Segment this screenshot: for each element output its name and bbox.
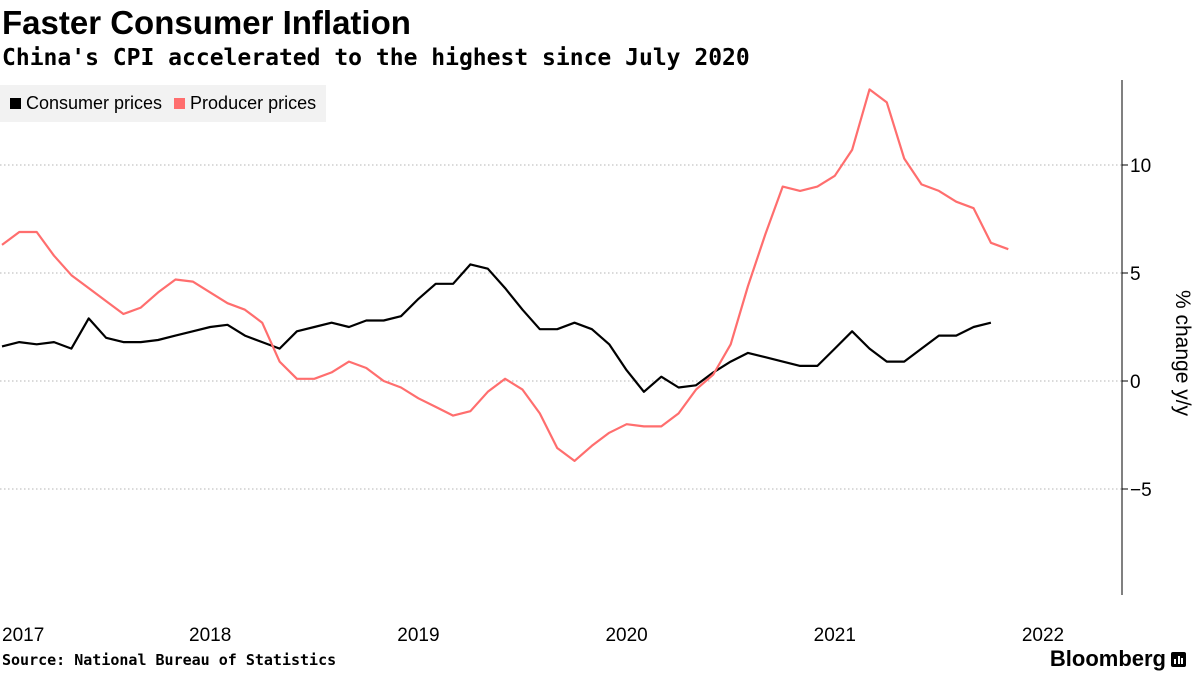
x-tick-label-5: 2022 xyxy=(1022,625,1064,646)
legend-item-consumer: Consumer prices xyxy=(10,93,162,114)
y-tick-label-1: 0 xyxy=(1130,372,1141,393)
brand-name: Bloomberg xyxy=(1049,646,1166,671)
x-tick-label-4: 2021 xyxy=(814,625,856,646)
chart-subtitle: China's CPI accelerated to the highest s… xyxy=(2,45,750,71)
x-tick-label-3: 2020 xyxy=(605,625,647,646)
legend-swatch-consumer xyxy=(10,98,21,109)
series-line-consumer-prices xyxy=(1,263,992,393)
legend-swatch-producer xyxy=(174,98,186,109)
chart-legend: Consumer prices Producer prices xyxy=(0,85,327,122)
chart-title: Faster Consumer Inflation xyxy=(2,4,411,41)
x-tick-label-0: 2017 xyxy=(2,625,44,646)
axes: −5 0 5 10 2017 2018 2019 2020 2021 2022 xyxy=(2,80,1152,646)
y-tick-label-0: −5 xyxy=(1130,480,1152,501)
x-tick-label-2: 2019 xyxy=(397,625,439,646)
bloomberg-bars-icon xyxy=(1171,651,1186,667)
bloomberg-logo: Bloomberg xyxy=(1050,646,1186,672)
y-tick-label-3: 10 xyxy=(1130,156,1151,177)
legend-label-consumer: Consumer prices xyxy=(26,93,163,113)
source-note: Source: National Bureau of Statistics xyxy=(2,651,337,669)
legend-label-producer: Producer prices xyxy=(190,93,317,113)
y-tick-label-2: 5 xyxy=(1130,264,1141,285)
series-lines xyxy=(1,88,1009,462)
gridlines xyxy=(0,164,1122,490)
series-line-producer-prices xyxy=(1,88,1009,462)
y-axis-label: % change y/y xyxy=(1171,290,1194,417)
x-tick-label-1: 2018 xyxy=(189,625,231,646)
legend-item-producer: Producer prices xyxy=(174,93,316,114)
